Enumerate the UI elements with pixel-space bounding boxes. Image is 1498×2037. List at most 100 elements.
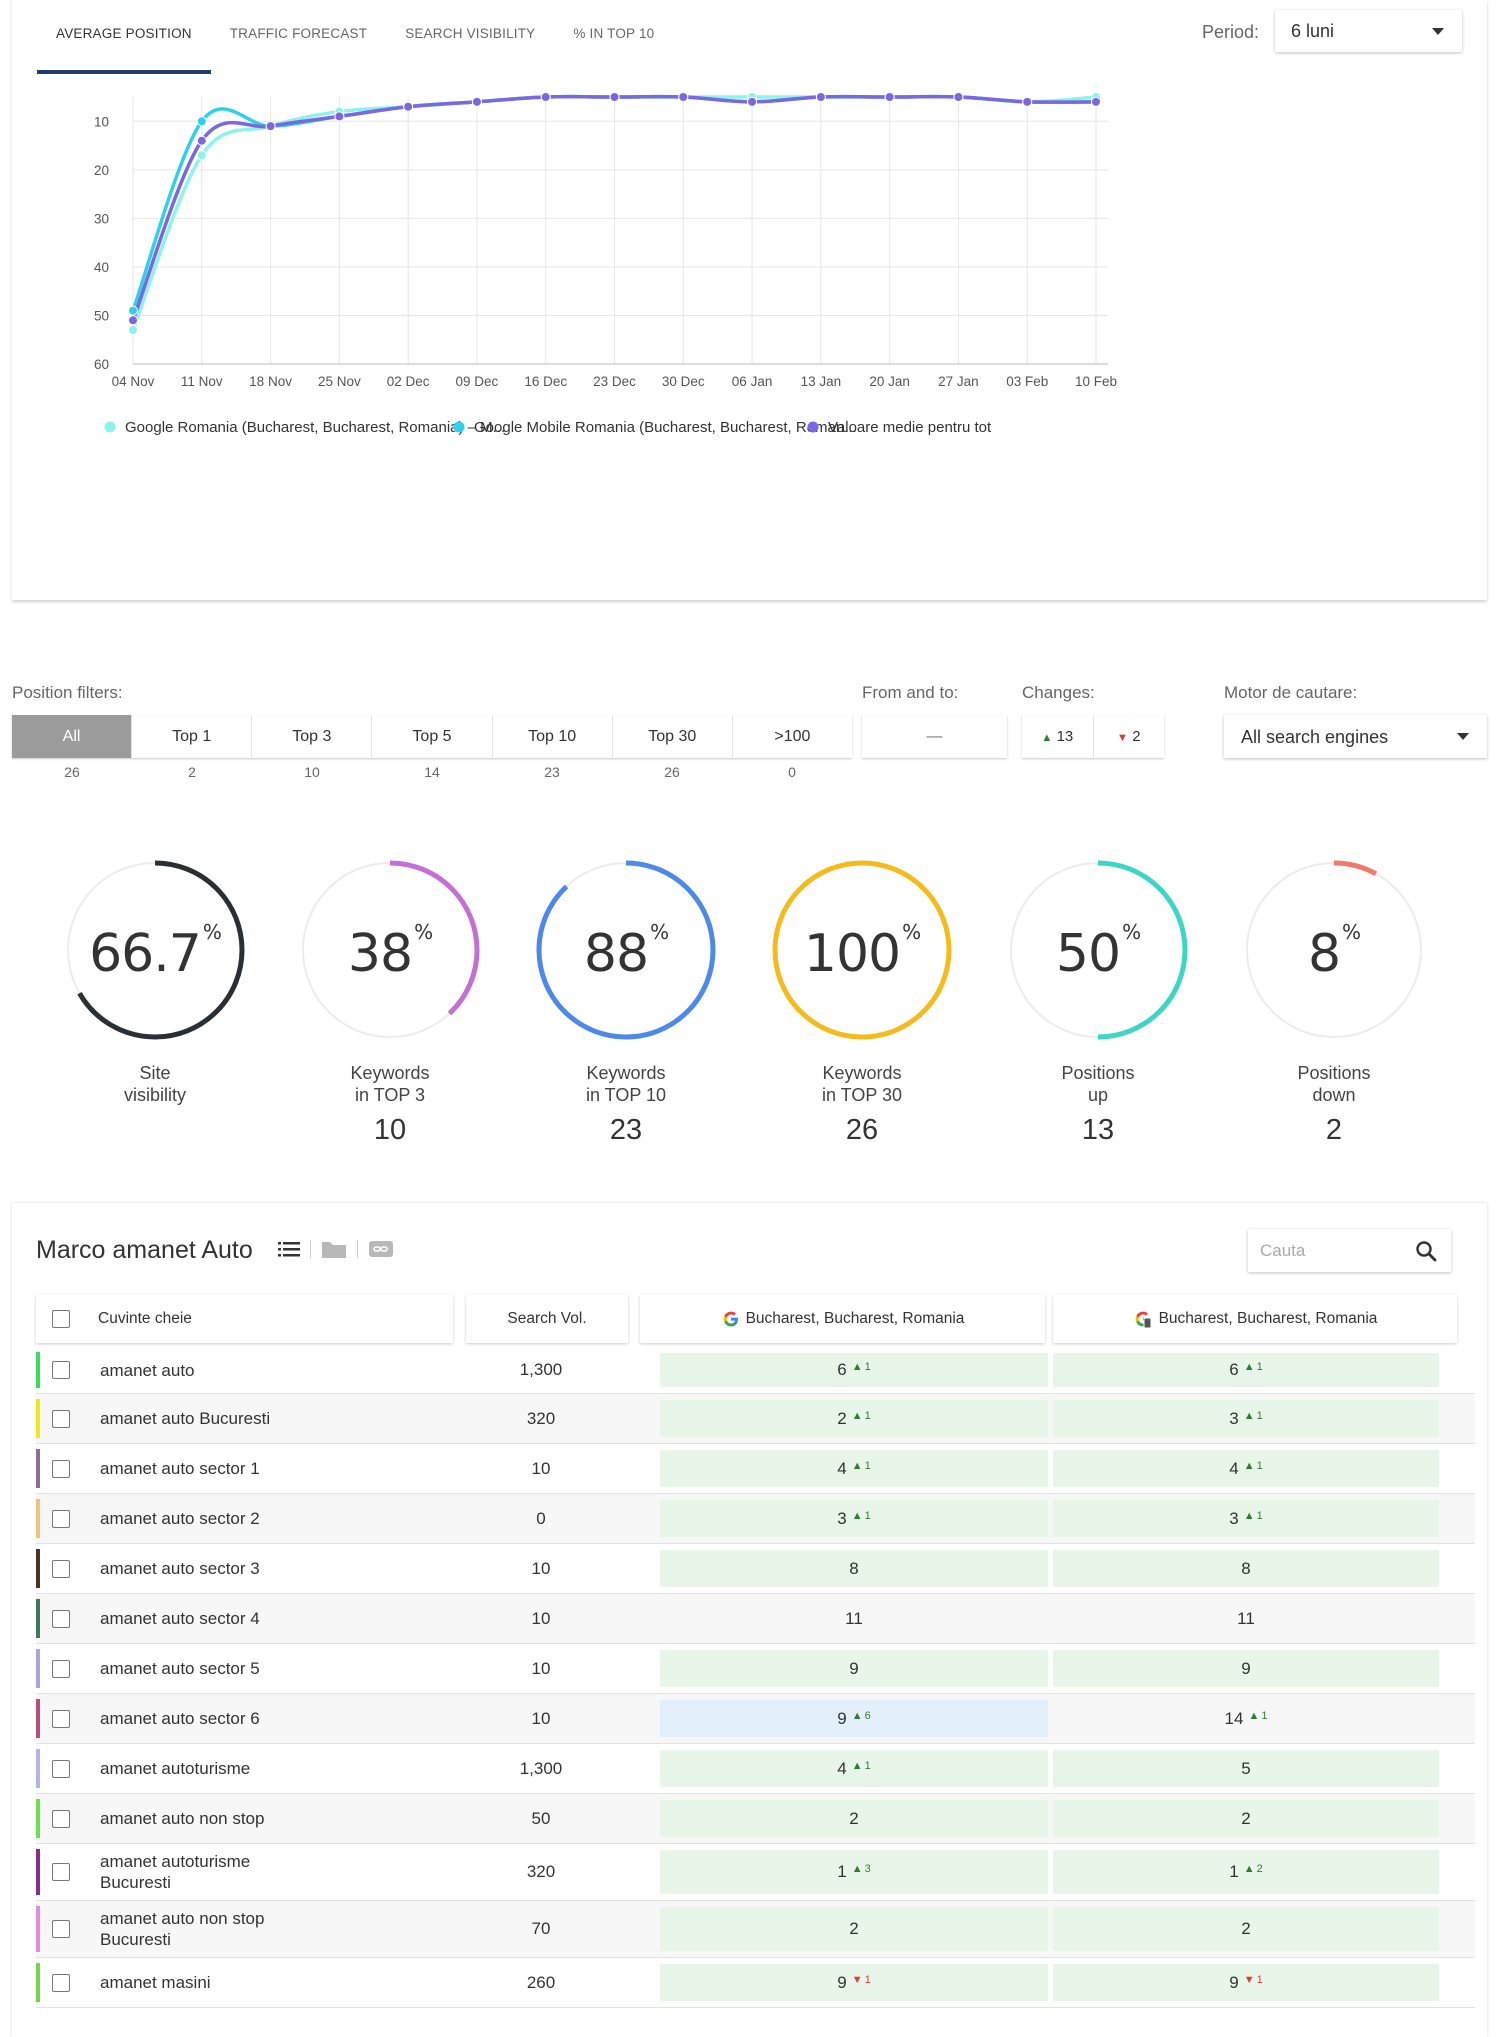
mobile-position[interactable]: 4 ▲ 1 [1053, 1450, 1439, 1487]
tab-0[interactable]: Average position [37, 0, 211, 74]
data-point[interactable] [540, 92, 551, 102]
row-checkbox[interactable] [52, 1709, 70, 1728]
search-icon[interactable] [1415, 1240, 1437, 1262]
row-checkbox[interactable] [52, 1509, 70, 1528]
row-checkbox[interactable] [52, 1863, 70, 1881]
table-row[interactable]: amanet auto Bucuresti 320 2 ▲ 1 3 ▲ 1 [36, 1394, 1475, 1444]
data-point[interactable] [815, 92, 826, 102]
position-filter-4[interactable]: Top 10 [492, 715, 613, 758]
position-filter-6[interactable]: >100 [732, 715, 852, 758]
keyword-text[interactable]: amanet auto sector 4 [100, 1609, 260, 1628]
data-point[interactable] [265, 121, 276, 132]
data-point[interactable] [471, 96, 482, 107]
position-filter-1[interactable]: Top 1 [132, 715, 253, 758]
range-input[interactable]: — [862, 715, 1007, 758]
keyword-text[interactable]: amanet auto [100, 1360, 195, 1380]
keyword-text[interactable]: amanet auto sector 5 [100, 1659, 260, 1678]
keyword-text[interactable]: amanet autoturisme Bucuresti [100, 1852, 251, 1892]
google-position[interactable]: 11 [660, 1600, 1048, 1637]
position-filter-5[interactable]: Top 30 [612, 715, 733, 758]
table-row[interactable]: amanet auto sector 3 10 8 8 [36, 1544, 1475, 1594]
google-position[interactable]: 2 [660, 1907, 1048, 1951]
table-row[interactable]: amanet auto sector 6 10 9 ▲ 6 14 ▲ 1 [36, 1694, 1475, 1744]
row-checkbox[interactable] [52, 1409, 70, 1428]
keyword-text[interactable]: amanet auto non stop [100, 1809, 265, 1828]
google-position[interactable]: 9 ▼ 1 [660, 1964, 1048, 2001]
changes-up-button[interactable]: ▲ 13 [1022, 715, 1094, 758]
table-row[interactable]: amanet auto sector 5 10 9 9 [36, 1644, 1475, 1694]
google-position[interactable]: 3 ▲ 1 [660, 1500, 1048, 1537]
keyword-text[interactable]: amanet auto sector 2 [100, 1509, 260, 1528]
table-row[interactable]: amanet auto 1,300 6 ▲ 1 6 ▲ 1 [36, 1347, 1475, 1394]
mobile-position[interactable]: 14 ▲ 1 [1053, 1700, 1439, 1737]
mobile-position[interactable]: 8 [1053, 1550, 1439, 1587]
data-point[interactable] [678, 92, 689, 102]
header-google[interactable]: Bucharest, Bucharest, Romania [640, 1295, 1045, 1343]
keyword-text[interactable]: amanet masini [100, 1973, 211, 1992]
mobile-position[interactable]: 3 ▲ 1 [1053, 1400, 1439, 1437]
keyword-text[interactable]: amanet auto sector 1 [100, 1459, 260, 1478]
mobile-position[interactable]: 11 [1053, 1600, 1439, 1637]
table-row[interactable]: amanet auto sector 2 0 3 ▲ 1 3 ▲ 1 [36, 1494, 1475, 1544]
row-checkbox[interactable] [52, 1609, 70, 1628]
row-checkbox[interactable] [52, 1759, 70, 1778]
data-point[interactable] [128, 325, 138, 336]
row-checkbox[interactable] [52, 1973, 70, 1992]
folder-icon[interactable] [321, 1239, 347, 1259]
changes-down-button[interactable]: ▼ 2 [1094, 715, 1165, 758]
mobile-position[interactable]: 3 ▲ 1 [1053, 1500, 1439, 1537]
tab-2[interactable]: Search visibility [405, 26, 536, 41]
search-input[interactable] [1258, 1237, 1402, 1265]
data-point[interactable] [334, 111, 345, 122]
keyword-text[interactable]: amanet auto sector 3 [100, 1559, 260, 1578]
table-row[interactable]: amanet autoturisme 1,300 4 ▲ 1 5 [36, 1744, 1475, 1794]
legend-item-0[interactable]: Google Romania (Bucharest, Bucharest, Ro… [104, 419, 506, 436]
google-position[interactable]: 9 ▲ 6 [660, 1700, 1048, 1737]
header-keyword[interactable]: Cuvinte cheie [36, 1295, 453, 1343]
google-position[interactable]: 9 [660, 1650, 1048, 1687]
mobile-position[interactable]: 2 [1053, 1907, 1439, 1951]
data-point[interactable] [1091, 96, 1101, 107]
google-position[interactable]: 1 ▲ 3 [660, 1850, 1048, 1894]
data-point[interactable] [128, 315, 138, 326]
keyword-text[interactable]: amanet auto sector 6 [100, 1709, 260, 1728]
data-point[interactable] [196, 116, 207, 127]
mobile-position[interactable]: 9 [1053, 1650, 1439, 1687]
google-position[interactable]: 8 [660, 1550, 1048, 1587]
legend-item-2[interactable]: Valoare medie pentru tot [807, 419, 992, 436]
row-checkbox[interactable] [52, 1559, 70, 1578]
tab-1[interactable]: Traffic forecast [229, 26, 368, 41]
mobile-position[interactable]: 2 [1053, 1800, 1439, 1837]
position-filter-3[interactable]: Top 5 [372, 715, 493, 758]
position-filter-0[interactable]: All [12, 715, 133, 758]
data-point[interactable] [1022, 96, 1033, 107]
table-row[interactable]: amanet auto sector 1 10 4 ▲ 1 4 ▲ 1 [36, 1444, 1475, 1494]
row-checkbox[interactable] [52, 1920, 70, 1938]
keyword-text[interactable]: amanet auto Bucuresti [100, 1409, 271, 1428]
table-row[interactable]: amanet auto non stop Bucuresti 70 2 2 [36, 1901, 1475, 1958]
row-checkbox[interactable] [52, 1659, 70, 1678]
table-row[interactable]: amanet auto non stop 50 2 2 [36, 1794, 1475, 1844]
header-volume[interactable]: Search Vol. [466, 1295, 628, 1343]
tab-3[interactable]: % in TOP 10 [573, 26, 655, 41]
select-all-checkbox[interactable] [52, 1310, 70, 1328]
google-position[interactable]: 4 ▲ 1 [660, 1450, 1048, 1487]
google-position[interactable]: 2 ▲ 1 [660, 1400, 1048, 1437]
header-google-mobile[interactable]: Bucharest, Bucharest, Romania [1053, 1295, 1457, 1343]
mobile-position[interactable]: 5 [1053, 1750, 1439, 1787]
keyword-text[interactable]: amanet autoturisme [100, 1759, 251, 1778]
google-position[interactable]: 2 [660, 1800, 1048, 1837]
data-point[interactable] [953, 92, 964, 102]
row-checkbox[interactable] [52, 1809, 70, 1828]
link-icon[interactable] [368, 1239, 394, 1259]
data-point[interactable] [609, 92, 620, 102]
google-position[interactable]: 6 ▲ 1 [660, 1353, 1048, 1387]
search-engine-select[interactable]: All search engines [1224, 715, 1487, 758]
data-point[interactable] [747, 96, 758, 107]
mobile-position[interactable]: 9 ▼ 1 [1053, 1964, 1439, 2001]
table-row[interactable]: amanet autoturisme Bucuresti 320 1 ▲ 3 1 ▲ 2 [36, 1844, 1475, 1901]
data-point[interactable] [884, 92, 895, 102]
mobile-position[interactable]: 1 ▲ 2 [1053, 1850, 1439, 1894]
position-filter-2[interactable]: Top 3 [252, 715, 373, 758]
list-icon[interactable] [278, 1240, 300, 1258]
